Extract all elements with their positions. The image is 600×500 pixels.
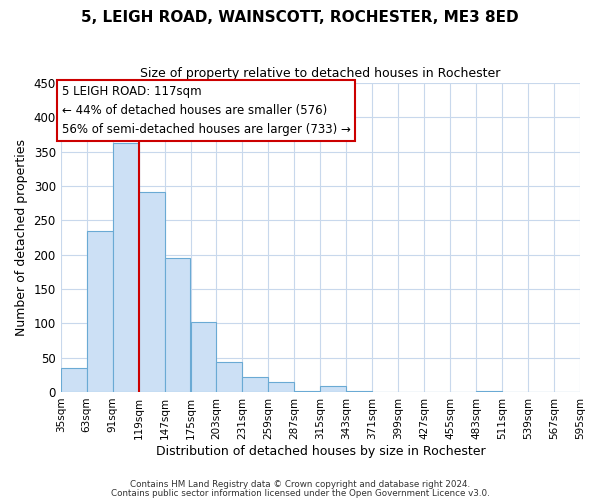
Bar [268, 382, 295, 392]
Bar [320, 386, 346, 392]
Bar [295, 390, 320, 392]
Bar [86, 232, 113, 392]
Text: 5, LEIGH ROAD, WAINSCOTT, ROCHESTER, ME3 8ED: 5, LEIGH ROAD, WAINSCOTT, ROCHESTER, ME3… [81, 10, 519, 25]
Bar [139, 192, 164, 392]
Bar [242, 377, 268, 392]
X-axis label: Distribution of detached houses by size in Rochester: Distribution of detached houses by size … [155, 444, 485, 458]
Bar [217, 362, 242, 392]
Title: Size of property relative to detached houses in Rochester: Size of property relative to detached ho… [140, 68, 500, 80]
Bar [61, 368, 86, 392]
Bar [476, 390, 502, 392]
Bar [113, 143, 139, 392]
Bar [191, 322, 217, 392]
Bar [164, 258, 190, 392]
Text: Contains HM Land Registry data © Crown copyright and database right 2024.: Contains HM Land Registry data © Crown c… [130, 480, 470, 489]
Text: Contains public sector information licensed under the Open Government Licence v3: Contains public sector information licen… [110, 490, 490, 498]
Y-axis label: Number of detached properties: Number of detached properties [15, 139, 28, 336]
Text: 5 LEIGH ROAD: 117sqm
← 44% of detached houses are smaller (576)
56% of semi-deta: 5 LEIGH ROAD: 117sqm ← 44% of detached h… [62, 85, 350, 136]
